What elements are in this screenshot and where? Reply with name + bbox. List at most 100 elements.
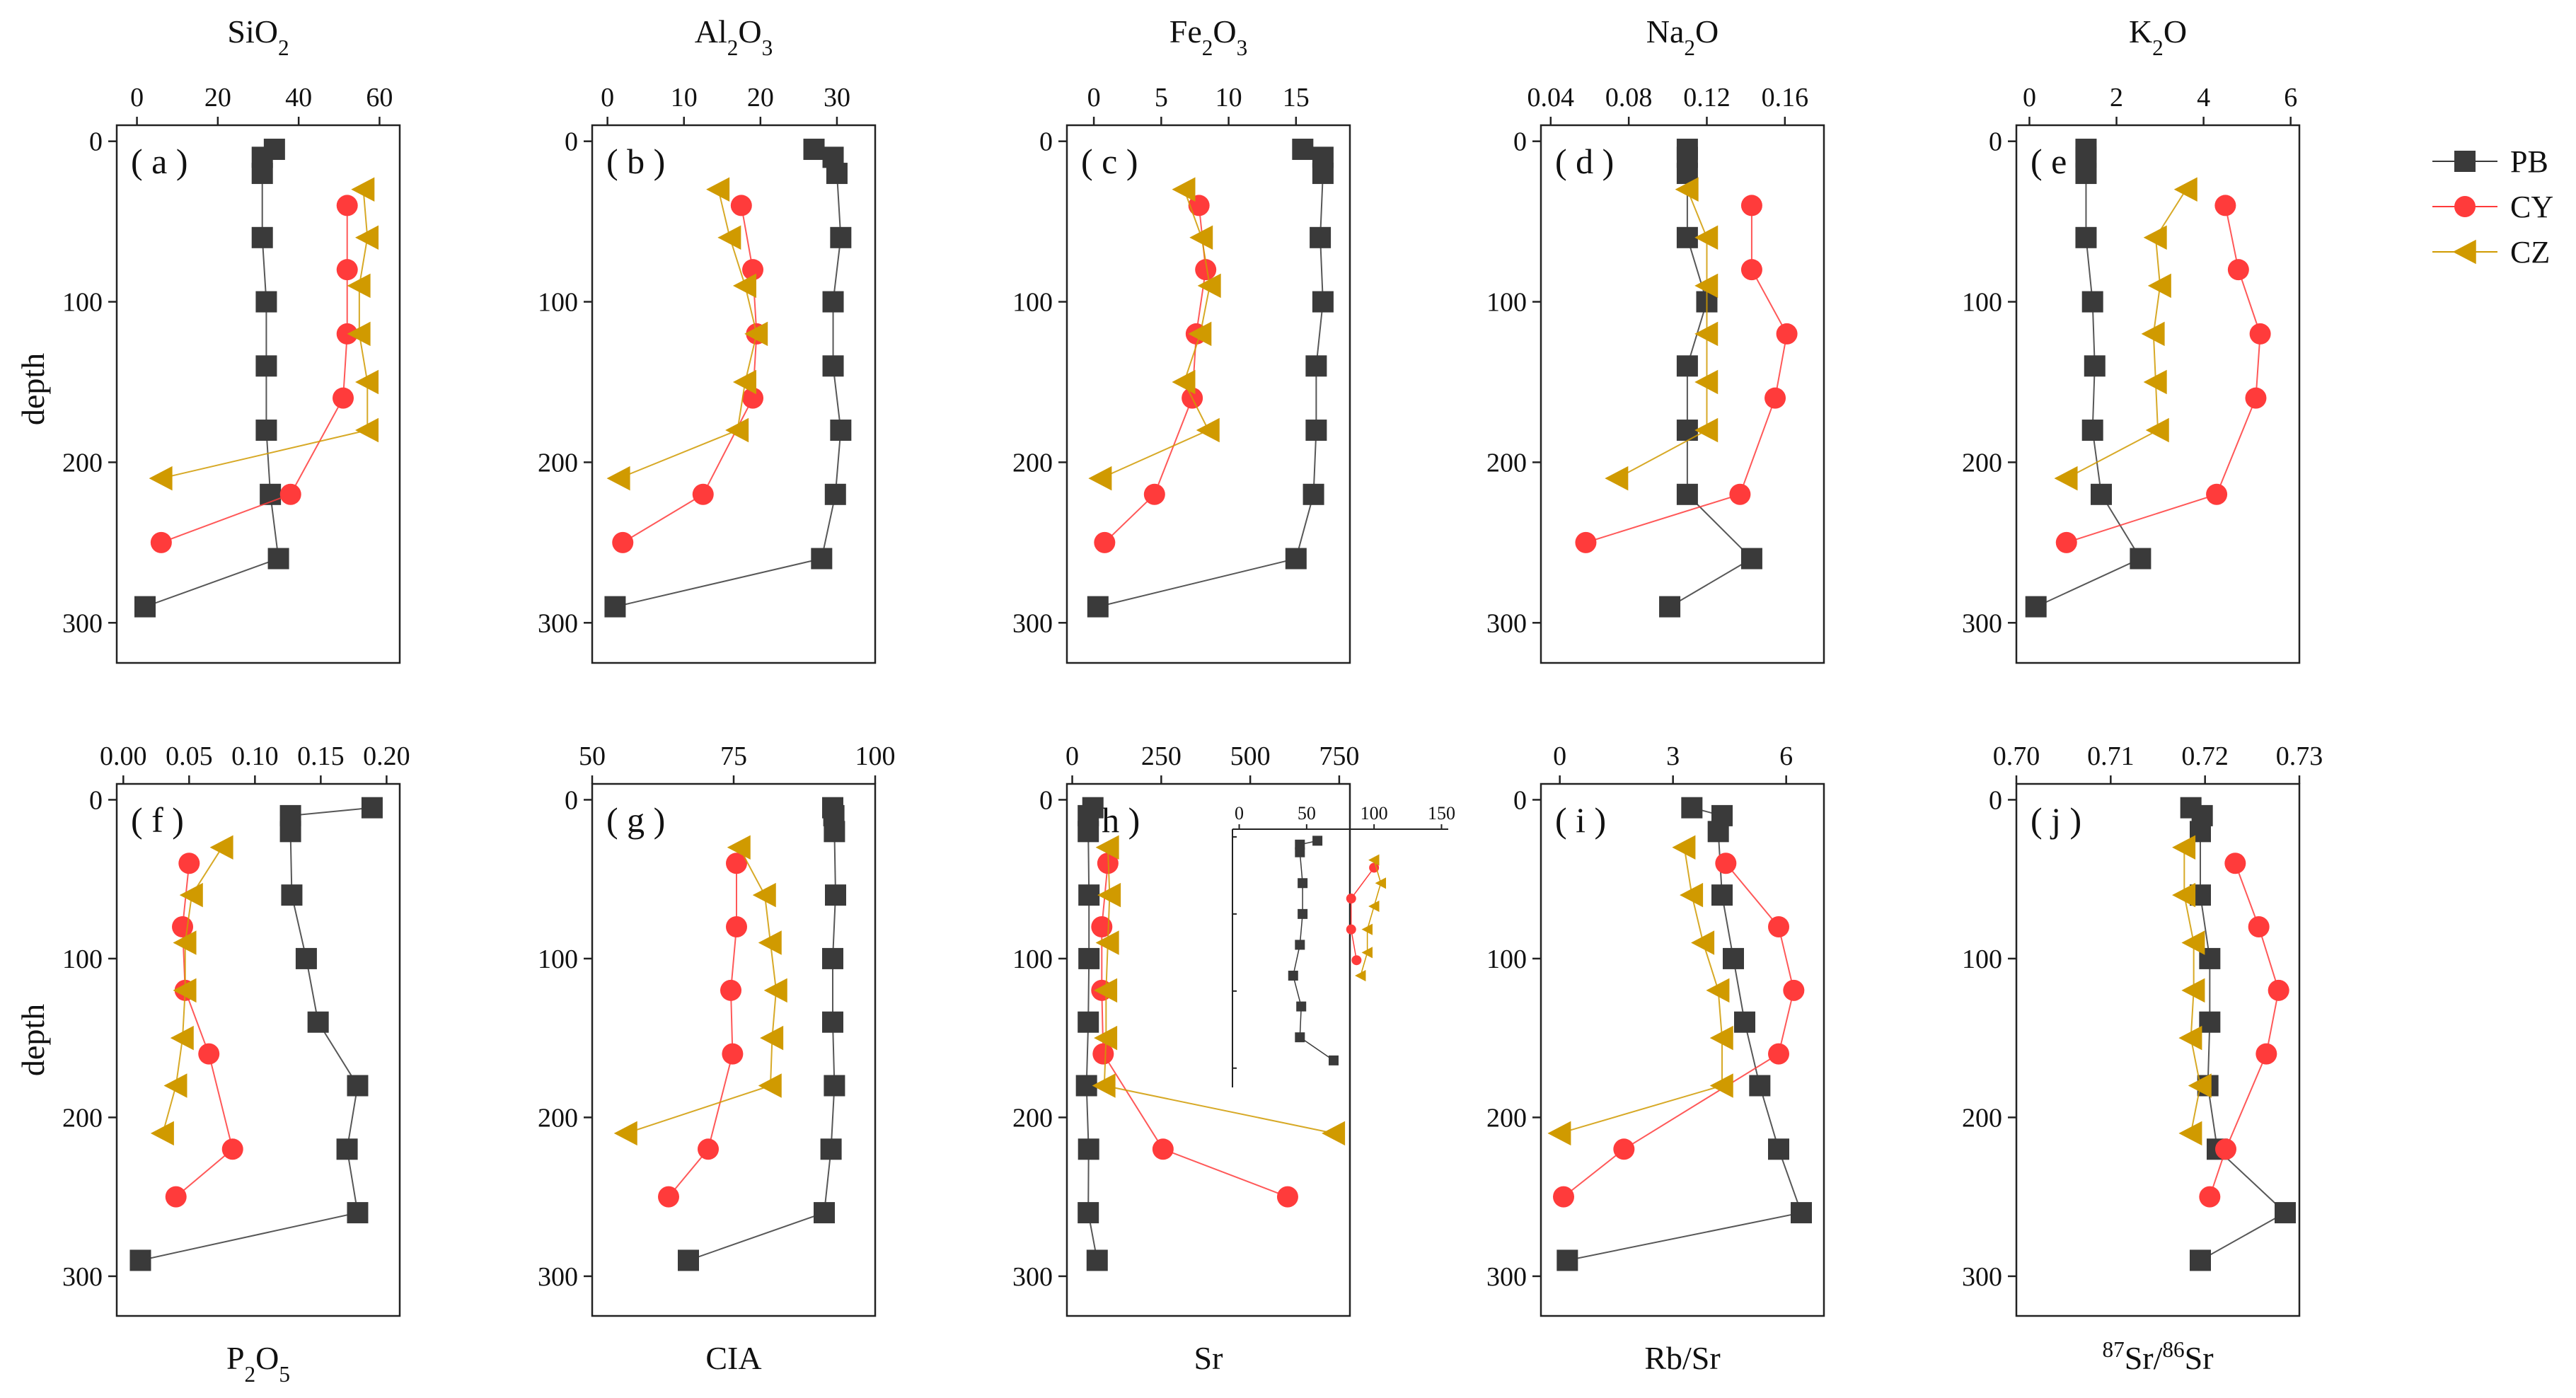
inset-data-point-cz xyxy=(1368,900,1380,913)
legend-label-cy: CY xyxy=(2510,190,2553,224)
inset-data-point-cy xyxy=(1346,924,1356,935)
data-point-cz-j xyxy=(2178,1121,2202,1146)
inset-data-point-cy xyxy=(1351,955,1362,966)
y-tick-label-d: 300 xyxy=(1486,608,1527,638)
y-axis-label-bottom: depth xyxy=(15,1004,51,1076)
data-point-pb-c xyxy=(1305,420,1327,441)
y-tick-label-f: 200 xyxy=(62,1103,103,1133)
x-tick-label-a: 0 xyxy=(130,83,144,112)
y-tick-label-b: 0 xyxy=(565,127,578,157)
legend-label-cz: CZ xyxy=(2510,235,2550,270)
data-point-cy-e xyxy=(2214,195,2236,216)
data-point-cy-c xyxy=(1094,531,1116,553)
data-point-cz-f xyxy=(150,1121,174,1146)
data-point-cy-h xyxy=(1092,1043,1114,1065)
plot-frame-i xyxy=(1540,782,1825,1317)
panel-i: 0 3 6 0 100 200 300 ( i ) xyxy=(1486,741,1825,1317)
plot-frame-e xyxy=(2015,124,2301,664)
data-point-pb-e xyxy=(2075,226,2097,248)
data-point-cz-g xyxy=(727,835,751,860)
y-tick-label-e: 0 xyxy=(1989,127,2002,157)
x-tick-label-e: 4 xyxy=(2197,83,2210,112)
data-point-cy-i xyxy=(1613,1138,1635,1160)
inset-x-tick-label: 100 xyxy=(1361,803,1388,824)
data-point-cz-c xyxy=(1088,466,1112,491)
panel-g: 50 75 100 0 100 200 300 ( g ) xyxy=(538,741,896,1317)
data-point-cz-e xyxy=(2173,177,2197,202)
legend-label-pb: PB xyxy=(2510,144,2548,179)
data-point-pb-h xyxy=(1078,1011,1099,1033)
data-point-pb-b xyxy=(826,163,848,185)
data-point-cz-i xyxy=(1672,835,1696,860)
y-tick-label-e: 200 xyxy=(1962,448,2002,478)
data-point-cy-f xyxy=(221,1138,243,1160)
inset-data-point-pb xyxy=(1295,847,1305,857)
data-point-pb-b xyxy=(830,226,852,248)
y-tick-label-d: 200 xyxy=(1486,448,1527,478)
data-point-pb-e xyxy=(2081,420,2103,441)
data-point-cy-i xyxy=(1768,916,1789,938)
data-point-cy-h xyxy=(1091,916,1113,938)
data-point-cz-g xyxy=(758,1073,782,1098)
axis-title-e: K2O xyxy=(2129,13,2187,60)
y-tick-label-c: 300 xyxy=(1012,608,1053,638)
data-point-cy-d xyxy=(1764,387,1786,409)
data-point-cz-c xyxy=(1172,369,1196,395)
data-point-cz-i xyxy=(1691,930,1715,955)
data-point-pb-b xyxy=(803,139,825,161)
x-tick-label-g: 75 xyxy=(720,741,747,771)
x-tick-label-j: 0.72 xyxy=(2181,741,2229,771)
series-line-cy-b xyxy=(622,205,758,543)
data-point-cz-i xyxy=(1709,1025,1733,1051)
x-tick-label-h: 0 xyxy=(1065,741,1079,771)
data-point-cz-d xyxy=(1694,417,1719,443)
data-point-cy-a xyxy=(279,483,301,505)
data-point-pb-j xyxy=(2190,1249,2211,1271)
data-point-cy-h xyxy=(1276,1186,1298,1208)
data-point-pb-b xyxy=(811,548,833,570)
data-point-cy-g xyxy=(726,853,747,874)
data-point-cz-g xyxy=(763,978,787,1003)
y-tick-label-i: 300 xyxy=(1486,1262,1527,1292)
data-point-pb-c xyxy=(1312,163,1334,185)
inset-data-point-cz xyxy=(1361,947,1373,959)
axis-title-j: 87Sr/86Sr xyxy=(2102,1337,2213,1377)
data-point-pb-f xyxy=(295,947,317,969)
data-point-pb-b xyxy=(822,355,844,377)
x-tick-label-a: 60 xyxy=(366,83,393,112)
data-point-cz-e xyxy=(2141,321,2165,347)
data-point-pb-h xyxy=(1078,1138,1099,1160)
data-point-pb-f xyxy=(347,1075,369,1097)
data-point-cy-i xyxy=(1553,1186,1574,1208)
x-tick-label-j: 0.71 xyxy=(2087,741,2135,771)
data-point-cz-h xyxy=(1092,1073,1116,1098)
y-tick-label-j: 0 xyxy=(1989,785,2002,815)
x-tick-label-c: 10 xyxy=(1215,83,1242,112)
data-point-cz-b xyxy=(706,177,730,202)
y-tick-label-i: 0 xyxy=(1513,785,1527,815)
plot-frame-j xyxy=(2015,782,2301,1317)
x-tick-label-e: 0 xyxy=(2023,83,2036,112)
axis-title-c: Fe2O3 xyxy=(1169,13,1248,60)
data-point-pb-f xyxy=(129,1249,151,1271)
data-point-pb-c xyxy=(1303,483,1324,505)
data-point-cy-d xyxy=(1740,195,1762,216)
data-point-pb-i xyxy=(1791,1202,1812,1224)
x-tick-label-f: 0.15 xyxy=(297,741,345,771)
x-tick-label-f: 0.00 xyxy=(100,741,147,771)
data-point-cy-e xyxy=(2249,323,2271,345)
data-point-pb-g xyxy=(825,884,846,906)
series-line-pb-e xyxy=(2035,149,2142,608)
x-tick-label-e: 6 xyxy=(2284,83,2297,112)
data-point-cz-e xyxy=(2143,225,2167,250)
y-tick-label-f: 0 xyxy=(89,785,103,815)
data-point-pb-d xyxy=(1659,596,1681,618)
inset-data-point-cy xyxy=(1346,894,1356,904)
panel-label-g: ( g ) xyxy=(606,800,665,840)
inset-data-point-cz xyxy=(1355,969,1366,982)
data-point-pb-e xyxy=(2130,548,2152,570)
data-point-pb-c xyxy=(1285,548,1307,570)
data-point-pb-d xyxy=(1676,226,1698,248)
